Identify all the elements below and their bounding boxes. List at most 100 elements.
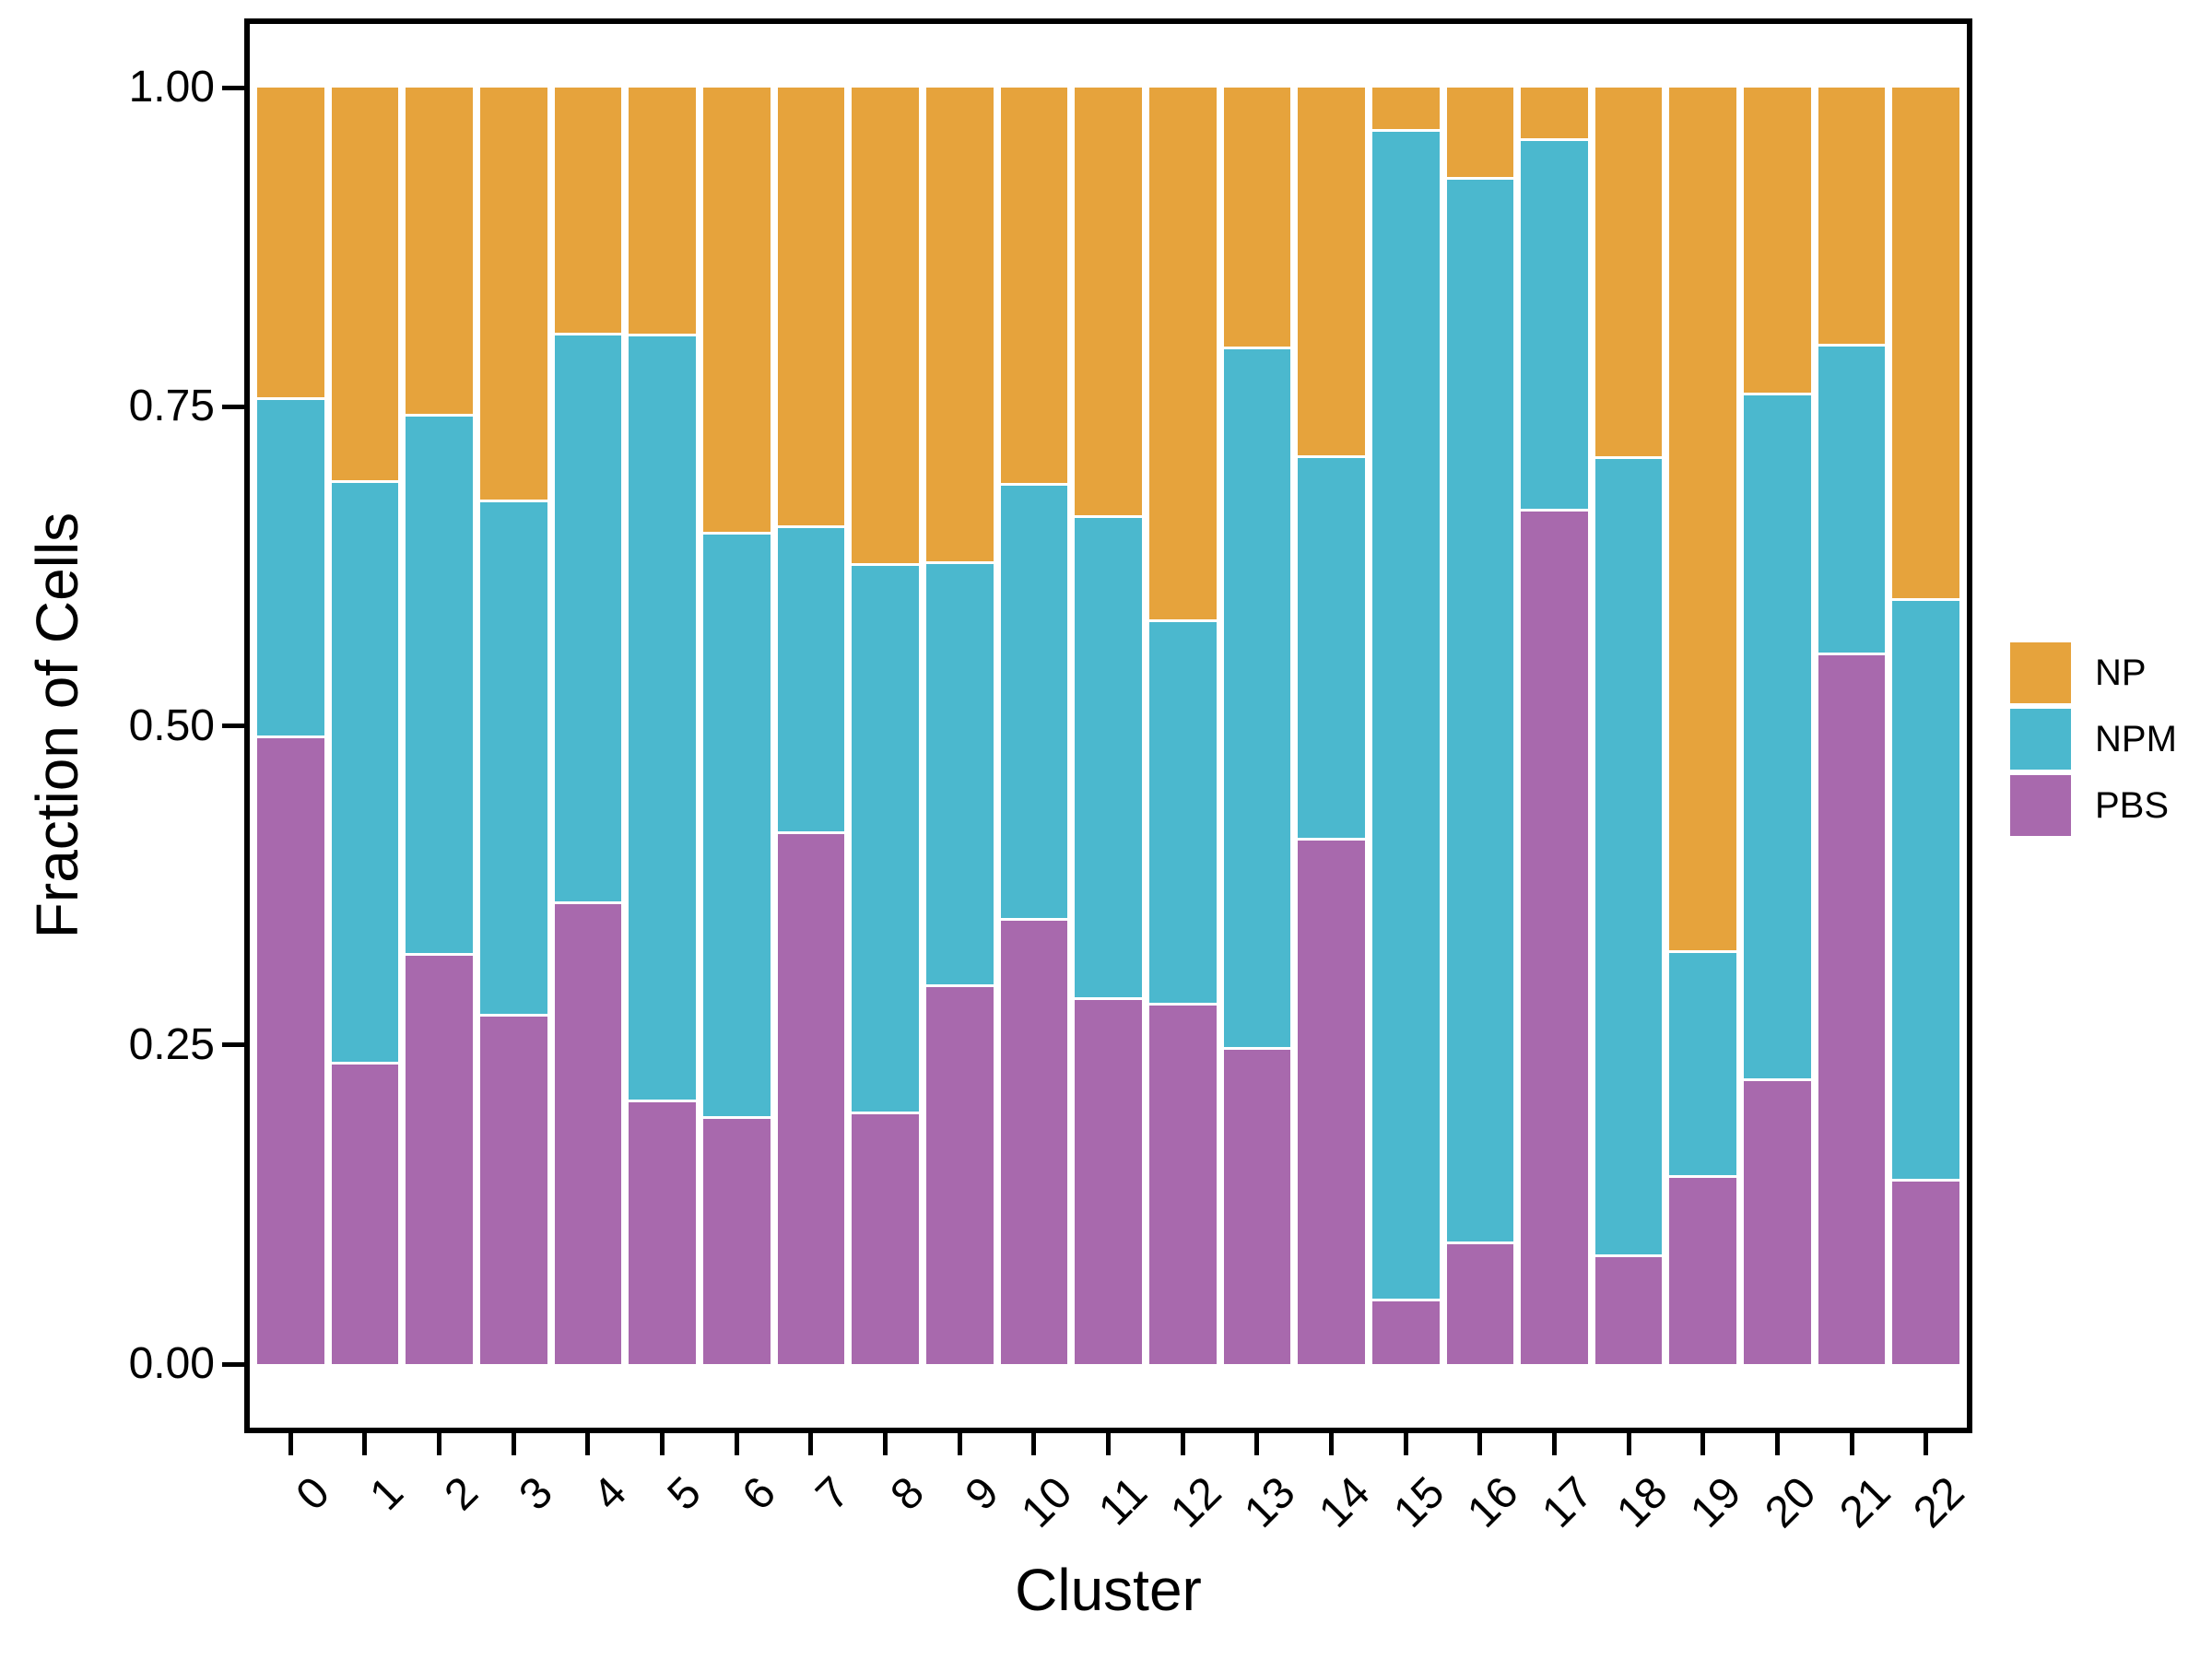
bar-segment-np-cluster-10 (1000, 88, 1068, 487)
x-tick-15 (1403, 1433, 1408, 1455)
bar-segment-npm-cluster-16 (1446, 179, 1514, 1244)
y-tick-label-1.00: 1.00 (128, 63, 215, 112)
bar-cluster-20 (1744, 88, 1811, 1364)
bar-cluster-12 (1148, 88, 1217, 1364)
x-tick-8 (883, 1433, 888, 1455)
bar-segment-pbs-cluster-4 (554, 904, 622, 1364)
bar-cluster-1 (331, 88, 399, 1364)
bar-segment-pbs-cluster-17 (1521, 511, 1588, 1364)
bar-segment-npm-cluster-1 (331, 483, 399, 1065)
bar-segment-np-cluster-12 (1148, 88, 1217, 623)
bar-segment-np-cluster-17 (1521, 88, 1588, 142)
bar-cluster-2 (406, 88, 473, 1364)
legend-item-npm: NPM (2010, 709, 2177, 770)
x-tick-label-16: 16 (1458, 1467, 1528, 1537)
bar-segment-np-cluster-21 (1818, 88, 1886, 347)
y-tick-0.75 (222, 404, 244, 409)
bar-segment-pbs-cluster-18 (1594, 1256, 1663, 1364)
legend-swatch-np (2010, 642, 2071, 703)
x-tick-6 (734, 1433, 739, 1455)
bar-segment-np-cluster-1 (331, 88, 399, 484)
x-tick-label-3: 3 (510, 1467, 562, 1521)
bar-segment-npm-cluster-19 (1669, 953, 1737, 1178)
bar-segment-pbs-cluster-15 (1371, 1301, 1440, 1364)
bar-cluster-19 (1669, 88, 1737, 1364)
bar-cluster-14 (1298, 88, 1365, 1364)
bar-segment-npm-cluster-13 (1223, 348, 1291, 1051)
bar-segment-npm-cluster-2 (406, 417, 473, 956)
bar-cluster-22 (1892, 88, 1960, 1364)
bar-segment-np-cluster-15 (1371, 88, 1440, 133)
y-tick-0.25 (222, 1042, 244, 1048)
x-tick-label-4: 4 (583, 1467, 637, 1521)
bar-segment-npm-cluster-10 (1000, 486, 1068, 922)
bar-segment-npm-cluster-5 (629, 336, 696, 1103)
x-tick-label-2: 2 (435, 1467, 488, 1521)
bar-segment-pbs-cluster-22 (1892, 1181, 1960, 1364)
x-tick-20 (1774, 1433, 1780, 1455)
bar-cluster-11 (1075, 88, 1142, 1364)
bar-cluster-8 (852, 88, 919, 1364)
x-tick-label-0: 0 (287, 1467, 339, 1521)
bar-cluster-21 (1818, 88, 1886, 1364)
x-tick-label-19: 19 (1681, 1467, 1751, 1537)
x-tick-label-5: 5 (658, 1467, 711, 1521)
bar-segment-np-cluster-2 (406, 88, 473, 418)
x-tick-label-12: 12 (1161, 1467, 1231, 1537)
x-tick-5 (660, 1433, 665, 1455)
x-tick-label-11: 11 (1088, 1467, 1157, 1535)
bar-segment-npm-cluster-17 (1521, 141, 1588, 512)
legend-swatch-pbs (2010, 775, 2071, 836)
x-tick-17 (1551, 1433, 1557, 1455)
bar-segment-npm-cluster-6 (702, 534, 771, 1120)
bar-segment-np-cluster-3 (479, 88, 547, 503)
x-tick-2 (437, 1433, 442, 1455)
bar-cluster-6 (702, 88, 771, 1364)
bar-segment-np-cluster-8 (852, 88, 919, 567)
bar-cluster-5 (629, 88, 696, 1364)
bar-segment-np-cluster-19 (1669, 88, 1737, 954)
legend: NP NPM PBS (2010, 642, 2177, 836)
bar-segment-pbs-cluster-21 (1818, 655, 1886, 1364)
bar-segment-np-cluster-6 (702, 88, 771, 535)
bar-segment-pbs-cluster-7 (777, 834, 845, 1364)
x-tick-label-17: 17 (1533, 1467, 1603, 1537)
x-tick-4 (585, 1433, 591, 1455)
bar-segment-pbs-cluster-6 (702, 1119, 771, 1364)
bar-segment-pbs-cluster-1 (331, 1064, 399, 1364)
bar-segment-pbs-cluster-8 (852, 1113, 919, 1364)
x-tick-label-18: 18 (1607, 1467, 1677, 1537)
legend-item-pbs: PBS (2010, 775, 2177, 836)
bar-segment-pbs-cluster-12 (1148, 1005, 1217, 1364)
x-tick-label-22: 22 (1904, 1467, 1974, 1537)
y-tick-label-0.00: 0.00 (128, 1339, 215, 1388)
x-tick-11 (1106, 1433, 1111, 1455)
bar-segment-npm-cluster-8 (852, 566, 919, 1114)
bar-segment-np-cluster-11 (1075, 88, 1142, 518)
bar-segment-np-cluster-7 (777, 88, 845, 528)
bar-cluster-13 (1223, 88, 1291, 1364)
x-tick-label-20: 20 (1756, 1467, 1826, 1537)
bar-cluster-9 (925, 88, 994, 1364)
bar-cluster-0 (257, 88, 324, 1364)
bar-segment-np-cluster-4 (554, 88, 622, 335)
bar-segment-pbs-cluster-13 (1223, 1050, 1291, 1364)
bar-segment-npm-cluster-11 (1075, 517, 1142, 1001)
legend-label-np: NP (2095, 652, 2147, 693)
x-axis-title: Cluster (1015, 1557, 1202, 1623)
bar-segment-np-cluster-18 (1594, 88, 1663, 460)
bars-area (257, 88, 1960, 1364)
x-tick-label-9: 9 (956, 1467, 1008, 1521)
bar-segment-npm-cluster-0 (257, 400, 324, 739)
bar-segment-np-cluster-20 (1744, 88, 1811, 395)
bar-segment-np-cluster-13 (1223, 88, 1291, 349)
bar-segment-npm-cluster-22 (1892, 600, 1960, 1182)
bar-segment-pbs-cluster-14 (1298, 841, 1365, 1364)
bar-segment-pbs-cluster-11 (1075, 1000, 1142, 1364)
bar-segment-pbs-cluster-20 (1744, 1080, 1811, 1364)
legend-label-npm: NPM (2095, 718, 2177, 759)
y-tick-1.00 (222, 85, 244, 90)
bar-segment-npm-cluster-14 (1298, 457, 1365, 841)
bar-segment-npm-cluster-7 (777, 527, 845, 835)
bar-segment-pbs-cluster-3 (479, 1017, 547, 1364)
